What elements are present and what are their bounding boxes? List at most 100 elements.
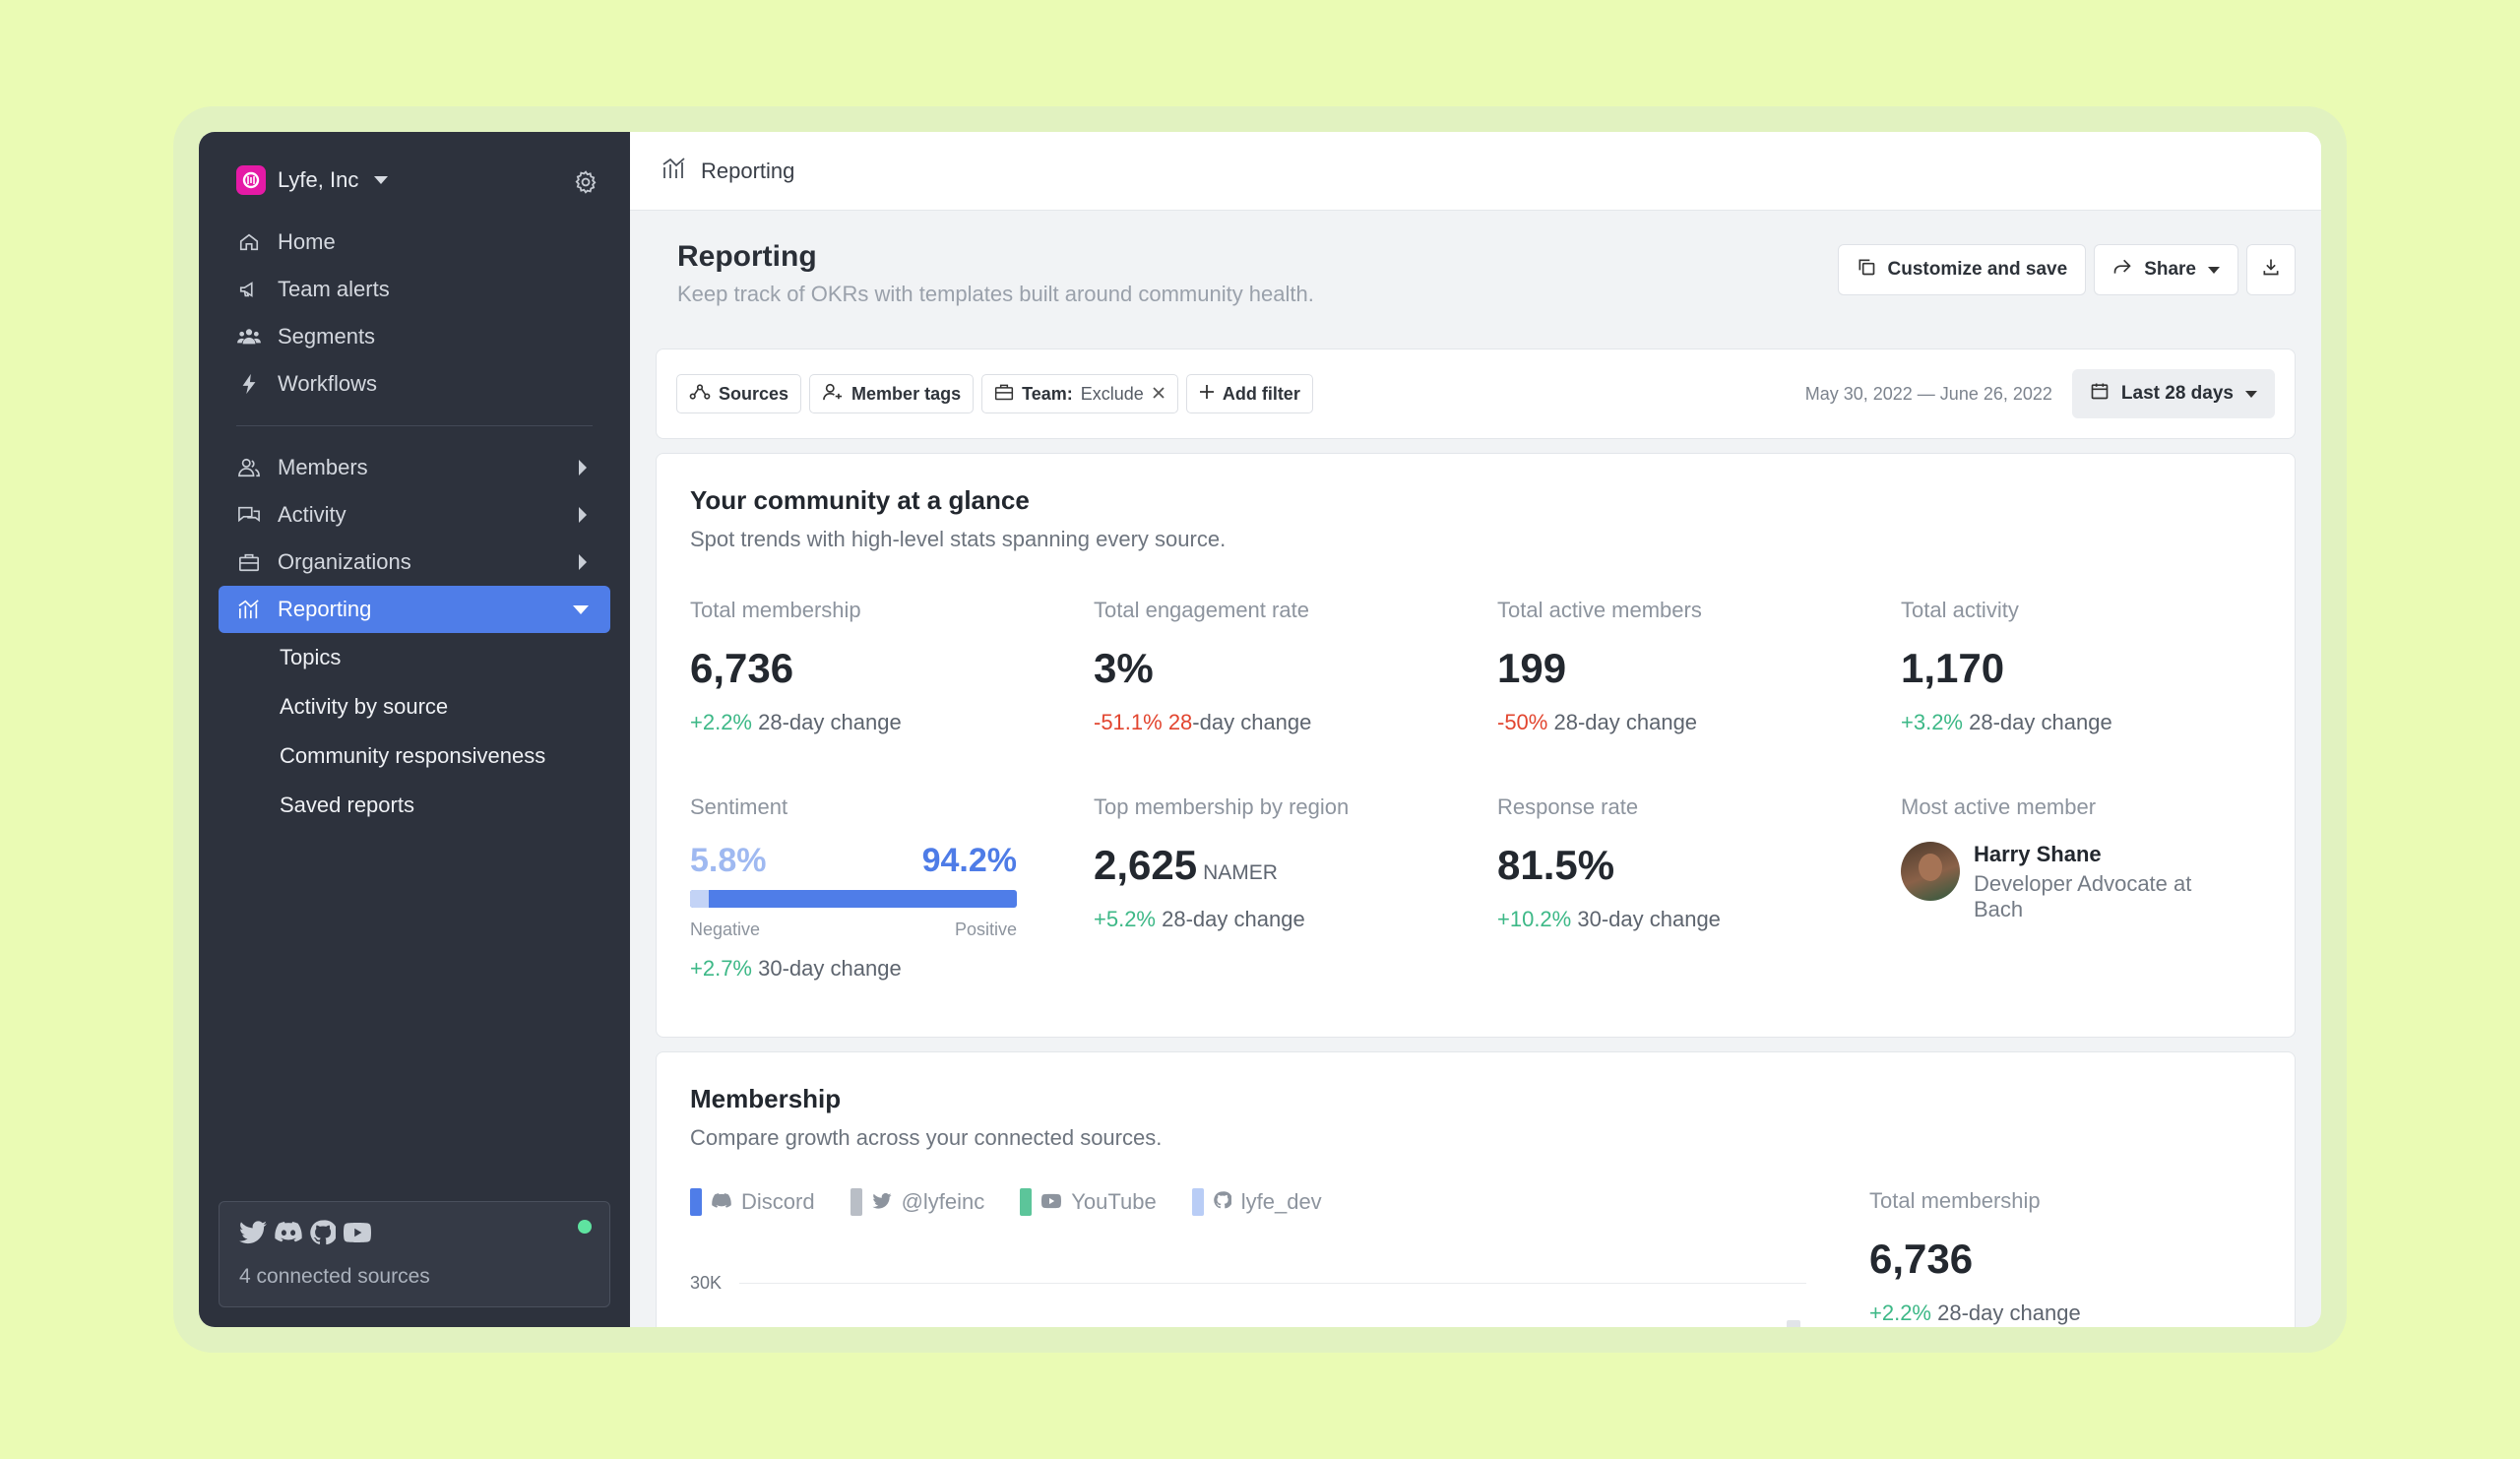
stat-change: -51.1% 28-day change [1094,710,1468,735]
discord-icon [275,1222,302,1249]
stat-most-active-member: Most active member Harry Shane Developer… [1901,794,2275,922]
team-filter-label: Team: [1022,383,1073,404]
date-range-text: May 30, 2022 — June 26, 2022 [1804,383,2052,404]
membership-card: Membership Compare growth across your co… [656,1051,2296,1327]
sidebar-item-label: Team alerts [278,277,390,301]
sentiment-values: 5.8% 94.2% [690,842,1017,880]
sidebar-item-home[interactable]: Home [219,219,610,266]
legend-item-twitter[interactable]: @lyfeinc [850,1188,984,1216]
sidebar-item-reporting[interactable]: Reporting [219,586,610,633]
sidebar-item-organizations[interactable]: Organizations [219,539,610,586]
stat-active-members: Total active members 199 -50% 28-day cha… [1497,598,1871,735]
source-icons [239,1220,590,1251]
main-content: Reporting Reporting Keep track of OKRs w… [630,132,2321,1327]
sidebar-item-label: Segments [278,324,376,349]
chart-legend: Discord @lyfeinc YouTube lyfe_dev [690,1188,1322,1216]
grid-line [739,1283,1806,1284]
share-button[interactable]: Share [2094,244,2238,295]
chevron-down-icon [2208,266,2220,274]
legend-swatch [850,1188,862,1216]
chevron-right-icon [579,554,587,570]
legend-item-github[interactable]: lyfe_dev [1191,1188,1322,1216]
add-filter-button[interactable]: Add filter [1185,374,1313,413]
stat-change: +3.2% 28-day change [1901,710,2275,735]
chevron-down-icon [374,176,389,184]
legend-item-discord[interactable]: Discord [690,1188,815,1216]
stat-delta: +5.2% [1094,907,1156,931]
top-bar: Reporting [630,132,2321,211]
community-glance-card: Your community at a glance Spot trends w… [656,453,2296,1038]
y-axis-tick: 30K [690,1273,723,1293]
stat-value: 1,170 [1901,645,2005,691]
stat-delta-suffix: 28-day change [1162,907,1305,931]
date-range-label: Last 28 days [2120,383,2234,404]
stat-change: -50% 28-day change [1497,710,1871,735]
sidebar-item-segments[interactable]: Segments [219,313,610,360]
stat-delta-suffix: 28-day change [1969,710,2112,734]
legend-item-youtube[interactable]: YouTube [1020,1188,1157,1216]
github-icon [310,1220,338,1251]
add-filter-label: Add filter [1222,383,1300,404]
member-name: Harry Shane [1974,842,2102,866]
avatar [1901,842,1960,901]
team-filter-chip[interactable]: Team: Exclude [981,374,1178,413]
twitter-icon [871,1189,892,1215]
sidebar-item-activity[interactable]: Activity [219,491,610,539]
stat-change: +2.2% 28-day change [1869,1300,2081,1326]
region-value: 2,625 [1094,842,1198,888]
stat-total-membership: Total membership 6,736 +2.2% 28-day chan… [690,598,1064,735]
card-subtitle: Spot trends with high-level stats spanni… [690,527,1227,551]
stat-label: Top membership by region [1094,794,1350,819]
member-tags-filter-chip[interactable]: Member tags [809,374,975,413]
download-button[interactable] [2246,244,2296,295]
youtube-icon [1041,1189,1062,1215]
stat-response-rate: Response rate 81.5% +10.2% 30-day change [1497,794,1871,932]
stat-label: Total active members [1497,598,1702,622]
org-switcher[interactable]: Lyfe, Inc [236,165,389,195]
sidebar-item-workflows[interactable]: Workflows [219,360,610,408]
stat-label: Response rate [1497,794,1639,819]
stat-label: Total activity [1901,598,2019,622]
close-icon[interactable] [1152,384,1166,405]
legend-label: YouTube [1071,1189,1157,1214]
customize-label: Customize and save [1887,259,2068,280]
date-range-button[interactable]: Last 28 days [2071,369,2275,418]
stat-delta: +3.2% [1901,710,1963,734]
chevron-down-icon [2245,390,2257,398]
stat-change: +10.2% 30-day change [1497,907,1871,932]
stat-delta-suffix: 30-day change [1577,907,1721,931]
sources-filter-chip[interactable]: Sources [676,374,802,413]
share-label: Share [2144,259,2196,280]
sidebar-subitem-activity-by-source[interactable]: Activity by source [280,694,449,719]
sidebar-subitem-saved-reports[interactable]: Saved reports [280,793,414,817]
bolt-icon [236,371,262,397]
breadcrumb: Reporting [701,158,795,183]
sidebar-item-members[interactable]: Members [219,444,610,491]
sentiment-negative-label: Negative [690,920,761,939]
brand-logo-icon [236,165,266,195]
card-title: Membership [690,1084,842,1113]
calendar-icon [2090,381,2110,407]
stat-label: Total membership [690,598,861,622]
sentiment-labels: Negative Positive [690,920,1017,940]
discord-icon [712,1189,731,1215]
user-tag-icon [822,382,844,407]
customize-and-save-button[interactable]: Customize and save [1837,244,2087,295]
sidebar-subitem-topics[interactable]: Topics [280,645,342,669]
nav-divider [236,425,593,426]
member-card[interactable]: Harry Shane Developer Advocate at Bach [1901,842,2275,922]
sentiment-positive-value: 94.2% [921,842,1017,879]
sentiment-negative-value: 5.8% [690,842,767,879]
status-indicator [578,1220,592,1234]
page-header: Reporting Keep track of OKRs with templa… [677,240,1314,307]
sidebar-item-label: Organizations [278,549,411,574]
connected-sources-panel[interactable]: 4 connected sources [219,1201,610,1307]
app-window: Lyfe, Inc Home Team alerts Segments Work… [199,132,2321,1327]
legend-swatch [1191,1188,1204,1216]
stat-delta: +2.7% [690,956,752,981]
sidebar-item-team-alerts[interactable]: Team alerts [219,266,610,313]
gear-icon[interactable] [573,169,598,201]
megaphone-icon [236,277,262,302]
nodes-icon [689,382,711,407]
sidebar-subitem-community-responsiveness[interactable]: Community responsiveness [280,743,546,768]
